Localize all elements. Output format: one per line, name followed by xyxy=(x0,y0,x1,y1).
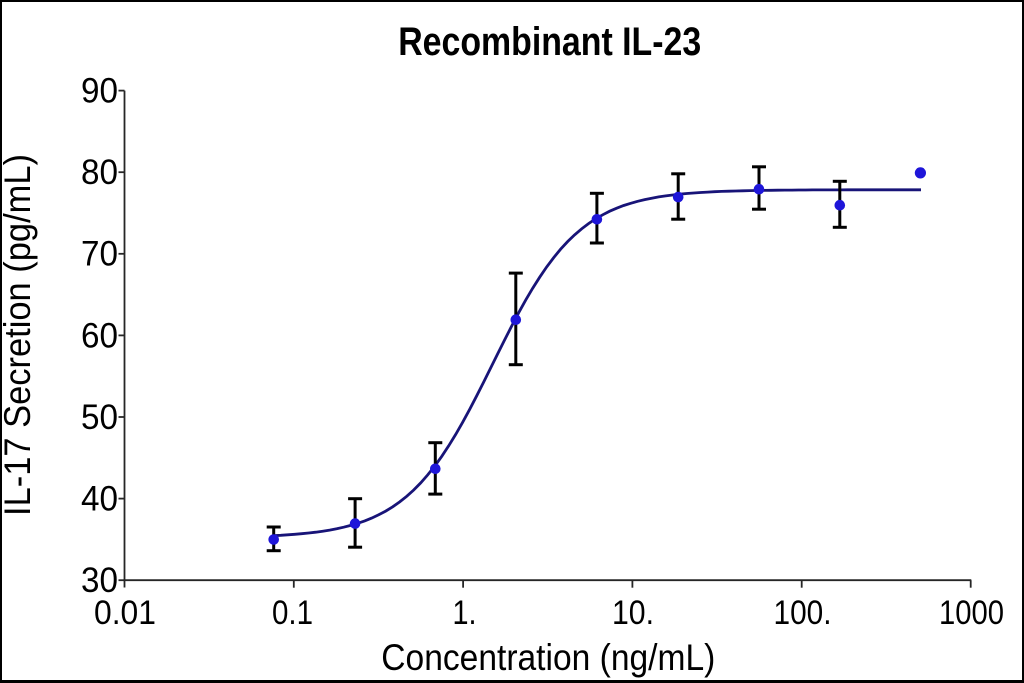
svg-text:1.: 1. xyxy=(453,594,477,632)
svg-text:Recombinant IL-23: Recombinant IL-23 xyxy=(398,20,701,64)
svg-text:0.1: 0.1 xyxy=(272,594,313,632)
svg-text:100.: 100. xyxy=(774,594,832,632)
svg-text:1000: 1000 xyxy=(939,594,1004,632)
svg-text:50: 50 xyxy=(81,398,118,437)
svg-text:60: 60 xyxy=(81,316,118,355)
svg-text:Concentration (ng/mL): Concentration (ng/mL) xyxy=(381,637,715,678)
svg-text:IL-17 Secretion (pg/mL): IL-17 Secretion (pg/mL) xyxy=(0,154,38,516)
svg-text:70: 70 xyxy=(81,235,118,274)
svg-text:90: 90 xyxy=(81,72,118,111)
svg-text:0.01: 0.01 xyxy=(94,594,156,632)
svg-text:40: 40 xyxy=(81,480,118,519)
svg-text:80: 80 xyxy=(81,153,118,192)
svg-text:10.: 10. xyxy=(612,594,654,632)
svg-text:30: 30 xyxy=(81,561,118,600)
